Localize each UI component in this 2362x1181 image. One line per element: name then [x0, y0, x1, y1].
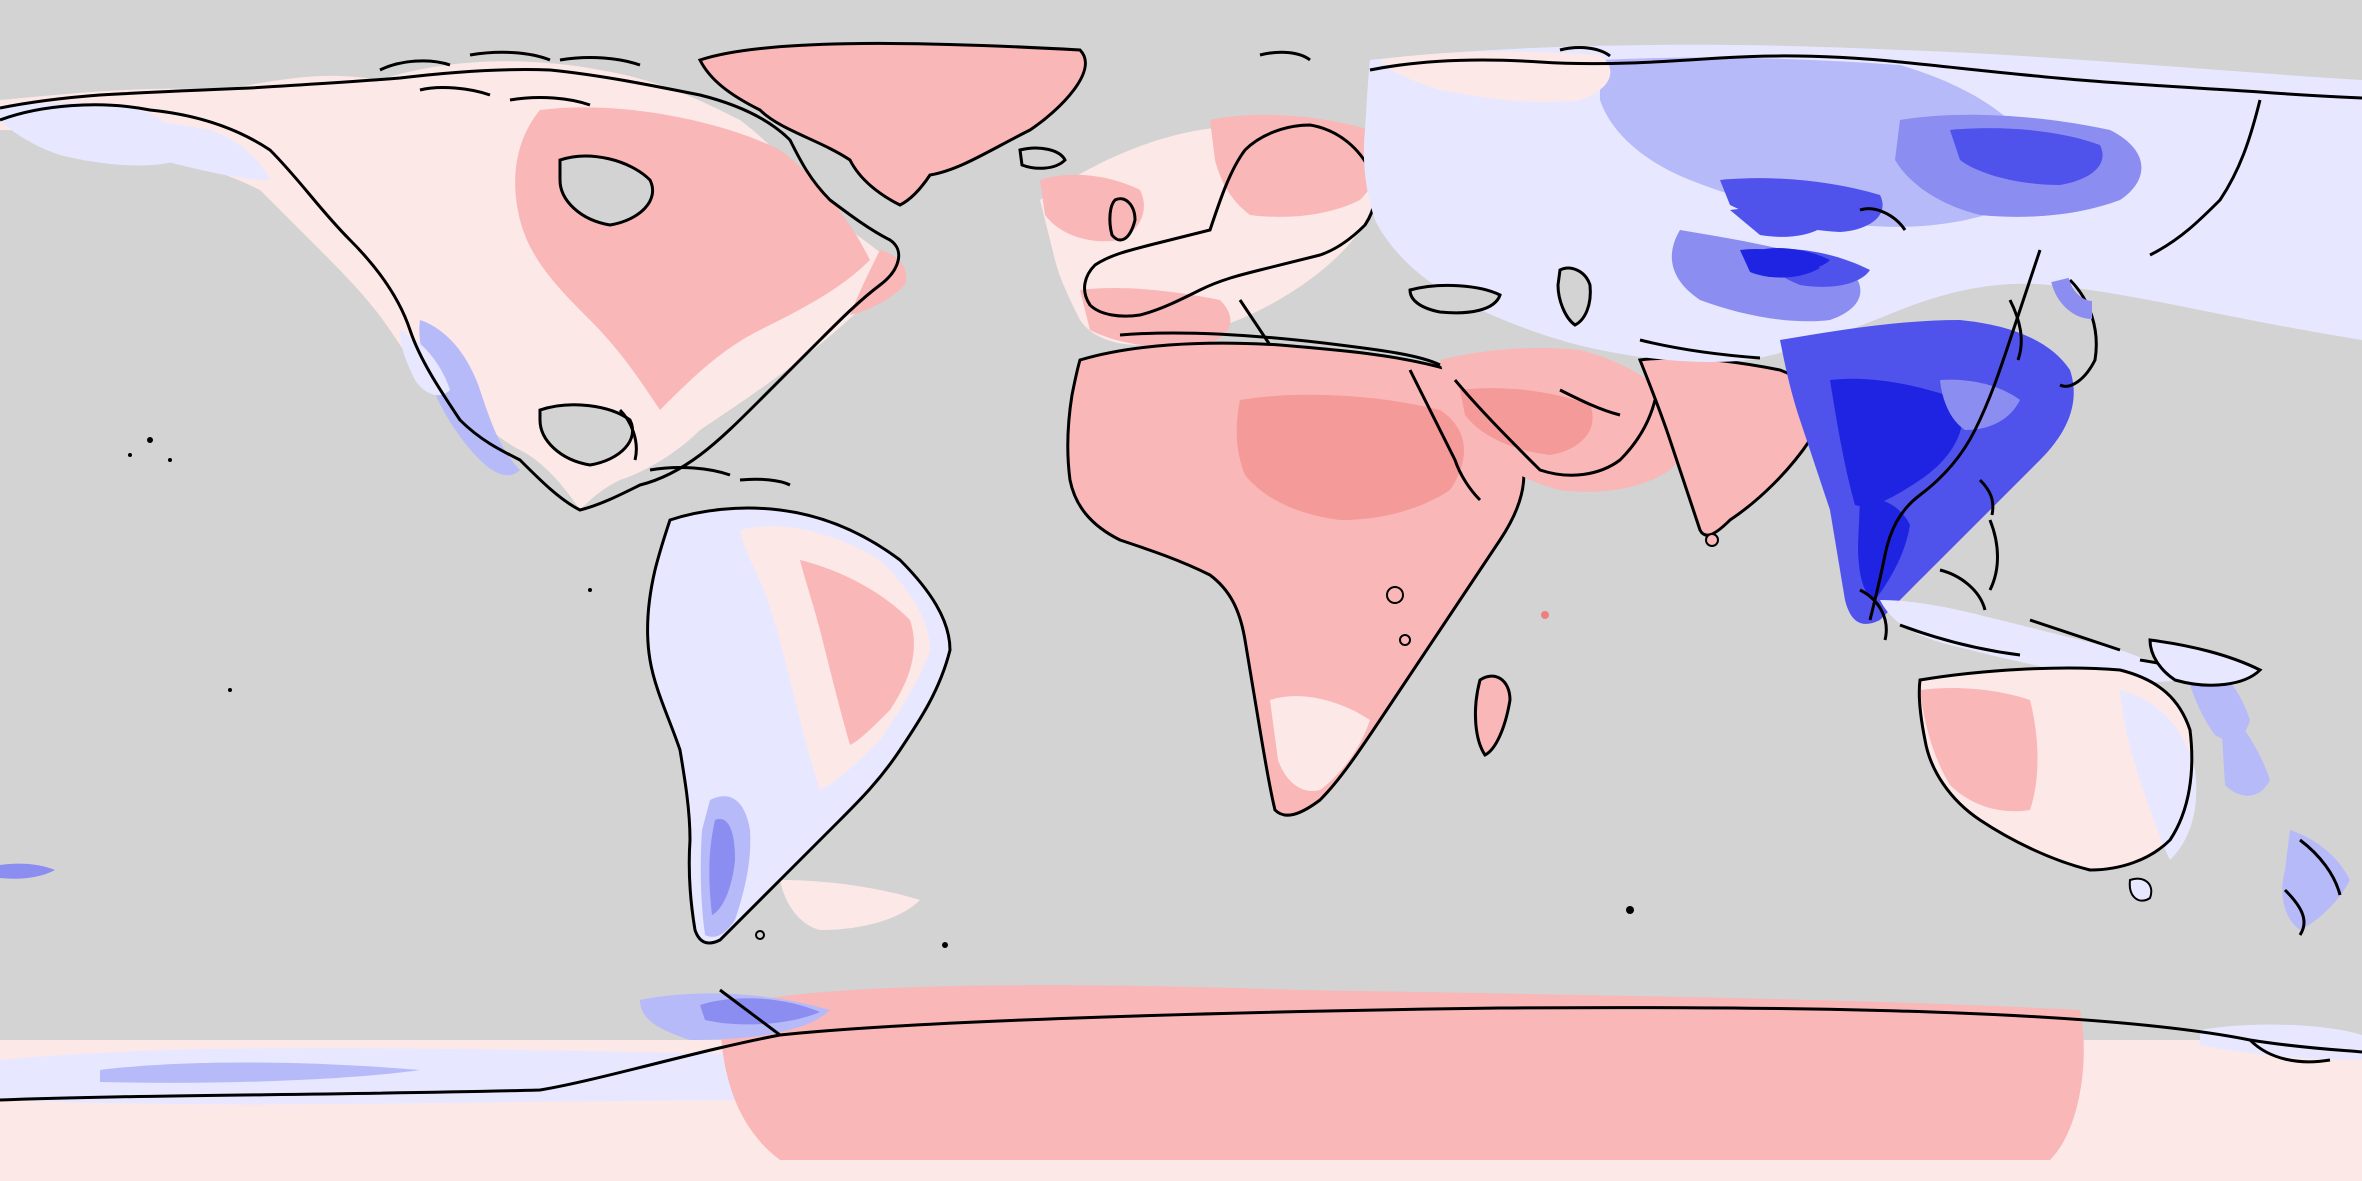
- pacific-islands: [0, 437, 1634, 948]
- south-america-region: [646, 506, 952, 945]
- europe-region: [1018, 114, 1441, 367]
- australia-region: [1917, 638, 2350, 936]
- antarctica-region: [0, 985, 2362, 1181]
- greenland-region: [697, 41, 1087, 207]
- middle-east-india-region: [1440, 348, 1822, 547]
- north-america-region: [0, 50, 907, 512]
- china-southeast-asia-region: [1639, 249, 2098, 624]
- russia-asia-region: [1259, 44, 2362, 362]
